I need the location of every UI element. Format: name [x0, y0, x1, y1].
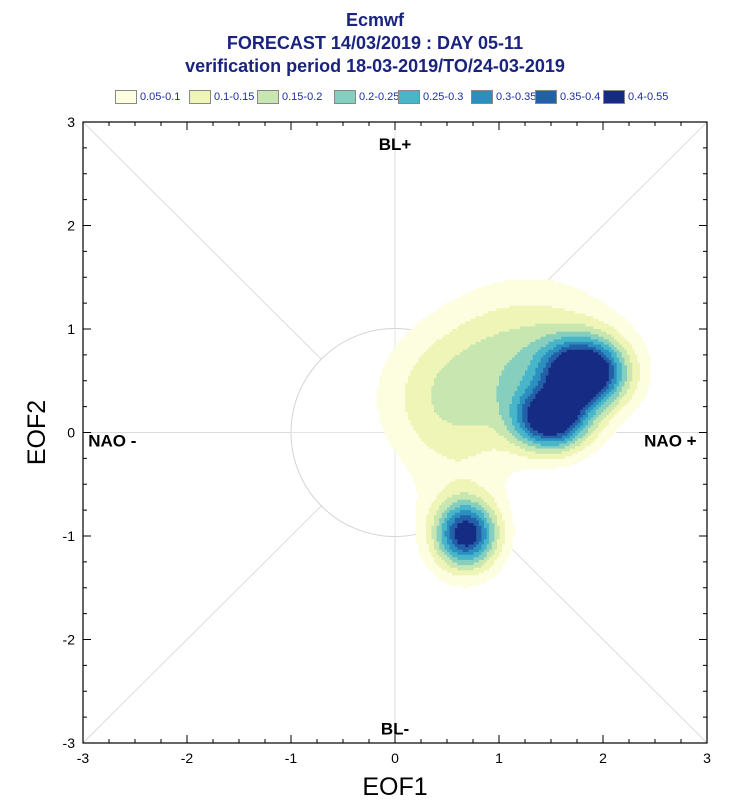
- x-tick-label: 3: [703, 750, 711, 766]
- annotation-nao-minus: NAO -: [88, 432, 136, 451]
- y-tick-label: -3: [63, 735, 76, 751]
- annotation-nao-plus: NAO +: [644, 432, 697, 451]
- legend-swatch: [189, 90, 211, 104]
- legend: 0.05-0.1 0.1-0.15 0.15-0.2 0.2-0.25 0.25-0.3…: [115, 88, 715, 106]
- density-field: [376, 279, 651, 589]
- legend-swatch: [115, 90, 137, 104]
- y-tick-label: 3: [67, 114, 75, 130]
- legend-swatch: [535, 90, 557, 104]
- x-tick-label: -1: [285, 750, 298, 766]
- legend-item: 0.05-0.1: [115, 88, 180, 106]
- density-band-0.05-0.1: [376, 279, 651, 589]
- legend-item: 0.1-0.15: [189, 88, 254, 106]
- x-tick-label: 1: [495, 750, 503, 766]
- density-band-0.4-0.55: [454, 349, 609, 547]
- legend-swatch: [398, 90, 420, 104]
- legend-swatch: [257, 90, 279, 104]
- legend-label: 0.2-0.25: [359, 91, 400, 103]
- y-tick-label: 0: [67, 425, 75, 441]
- x-tick-label: -3: [77, 750, 90, 766]
- legend-item: 0.15-0.2: [257, 88, 322, 106]
- legend-item: 0.3-0.35: [471, 88, 536, 106]
- y-axis-label: EOF2: [23, 400, 51, 465]
- x-tick-label: -2: [181, 750, 194, 766]
- legend-label: 0.3-0.35: [496, 91, 537, 103]
- x-axis-label: EOF1: [362, 773, 427, 801]
- y-tick-label: -1: [63, 528, 76, 544]
- legend-swatch: [334, 90, 356, 104]
- y-tick-label: -2: [63, 632, 76, 648]
- legend-swatch: [603, 90, 625, 104]
- chart-subtitle-forecast: FORECAST 14/03/2019 : DAY 05-11: [226, 33, 524, 53]
- legend-label: 0.25-0.3: [423, 91, 464, 103]
- annotation-bl-plus: BL+: [379, 135, 412, 154]
- density-band-0.1-0.15: [405, 305, 640, 576]
- legend-swatch: [471, 90, 493, 104]
- legend-item: 0.25-0.3: [398, 88, 463, 106]
- y-tick-label: 1: [67, 321, 75, 337]
- legend-label: 0.35-0.4: [560, 91, 601, 103]
- legend-label: 0.05-0.1: [140, 91, 181, 103]
- legend-item: 0.35-0.4: [535, 88, 600, 106]
- annotation-bl-minus: BL-: [381, 720, 409, 739]
- legend-item: 0.2-0.25: [334, 88, 399, 106]
- legend-item: 0.4-0.55: [603, 88, 668, 106]
- x-tick-label: 2: [599, 750, 607, 766]
- legend-label: 0.4-0.55: [628, 91, 669, 103]
- x-tick-label: 0: [391, 750, 399, 766]
- density-band-0.3-0.35: [444, 341, 617, 555]
- chart-subtitle-period: verification period 18-03-2019/TO/24-03-…: [185, 56, 565, 76]
- density-band-0.15-0.2: [431, 323, 633, 571]
- legend-label: 0.1-0.15: [214, 91, 255, 103]
- chart-title: Ecmwf: [345, 10, 405, 30]
- y-tick-label: 2: [67, 218, 75, 234]
- legend-label: 0.15-0.2: [282, 91, 323, 103]
